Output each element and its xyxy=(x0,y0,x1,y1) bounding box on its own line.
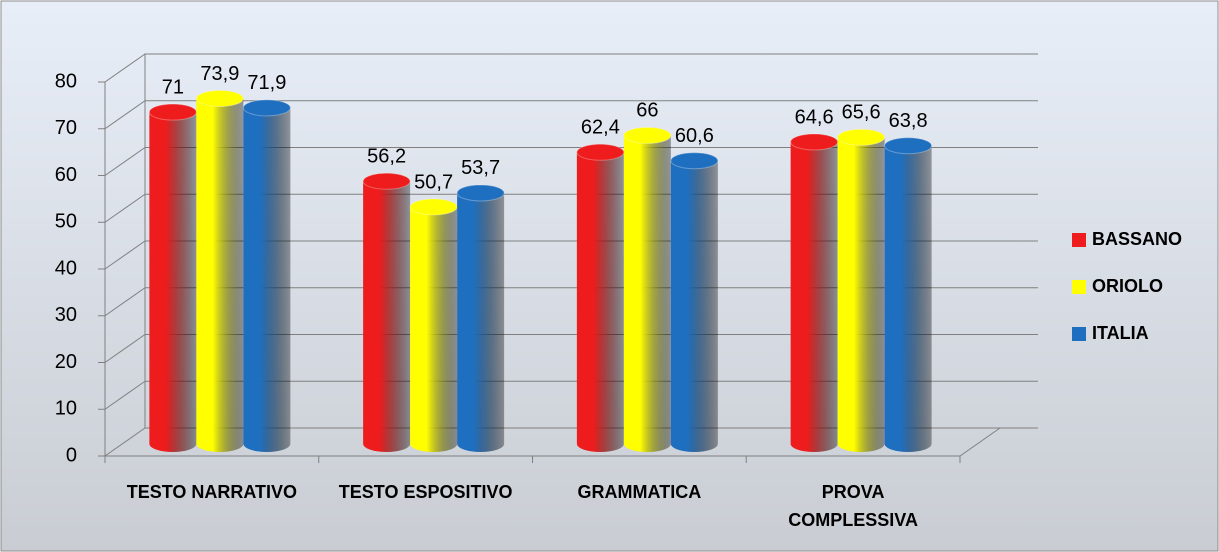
bar-top xyxy=(195,90,244,108)
value-label: 50,7 xyxy=(414,171,453,193)
y-tick-label: 60 xyxy=(55,164,77,186)
bar-top xyxy=(148,103,197,121)
bar xyxy=(884,137,932,453)
bar-top xyxy=(409,198,458,216)
grid-line xyxy=(104,100,1038,130)
y-tick-label: 0 xyxy=(66,444,77,466)
bar xyxy=(243,99,291,453)
bar xyxy=(790,133,838,452)
value-label: 63,8 xyxy=(889,110,928,132)
legend-swatch xyxy=(1072,327,1086,341)
bar xyxy=(576,144,624,452)
value-label: 56,2 xyxy=(367,146,406,168)
bar-top xyxy=(242,99,291,117)
bar-top xyxy=(623,126,672,144)
bar-top xyxy=(884,137,933,155)
value-label: 66 xyxy=(636,100,658,122)
legend-swatch xyxy=(1072,280,1086,294)
bar xyxy=(837,129,885,452)
value-label: 73,9 xyxy=(200,63,239,85)
y-tick-label: 70 xyxy=(55,117,77,139)
bar-top xyxy=(362,172,411,190)
bar xyxy=(196,90,244,452)
y-tick-label: 20 xyxy=(55,351,77,373)
bar xyxy=(410,198,458,452)
value-label: 62,4 xyxy=(581,117,620,139)
y-tick-label: 50 xyxy=(55,211,77,233)
bar-top xyxy=(456,184,505,202)
grid-line xyxy=(104,334,1038,363)
grid-line xyxy=(104,53,1038,83)
grid-line xyxy=(104,147,1038,176)
legend-swatch xyxy=(1072,233,1086,247)
value-label: 65,6 xyxy=(842,102,881,124)
bar xyxy=(149,104,197,452)
grid-line xyxy=(104,427,1038,457)
value-label: 60,6 xyxy=(675,125,714,147)
y-tick-label: 80 xyxy=(55,70,77,92)
value-label: 64,6 xyxy=(795,106,834,128)
bar xyxy=(363,173,411,452)
y-tick-label: 10 xyxy=(55,398,77,420)
value-label: 71 xyxy=(162,76,184,98)
x-tick-label: GRAMMATICA xyxy=(577,482,702,502)
x-tick-label: TESTO ESPOSITIVO xyxy=(338,482,513,502)
x-tick-label: TESTO NARRATIVO xyxy=(126,482,298,502)
legend-label: ITALIA xyxy=(1092,323,1149,343)
legend-label: ORIOLO xyxy=(1092,276,1163,296)
bar-top xyxy=(670,152,719,170)
bar-top xyxy=(837,128,886,146)
bar xyxy=(623,127,671,452)
bar-top xyxy=(576,143,625,161)
y-tick-label: 30 xyxy=(55,304,77,326)
x-tick-label: PROVA COMPLESSIVA xyxy=(788,482,918,530)
y-tick-label: 40 xyxy=(55,257,77,279)
grid-line xyxy=(104,193,1038,223)
value-label: 71,9 xyxy=(247,72,286,94)
bar xyxy=(670,152,718,452)
grid-line xyxy=(104,380,1038,410)
bar xyxy=(457,184,505,452)
value-label: 53,7 xyxy=(461,157,500,179)
grid-line xyxy=(104,287,1038,317)
legend-label: BASSANO xyxy=(1092,229,1182,249)
bar-top xyxy=(790,133,839,151)
grid-line xyxy=(104,240,1038,270)
